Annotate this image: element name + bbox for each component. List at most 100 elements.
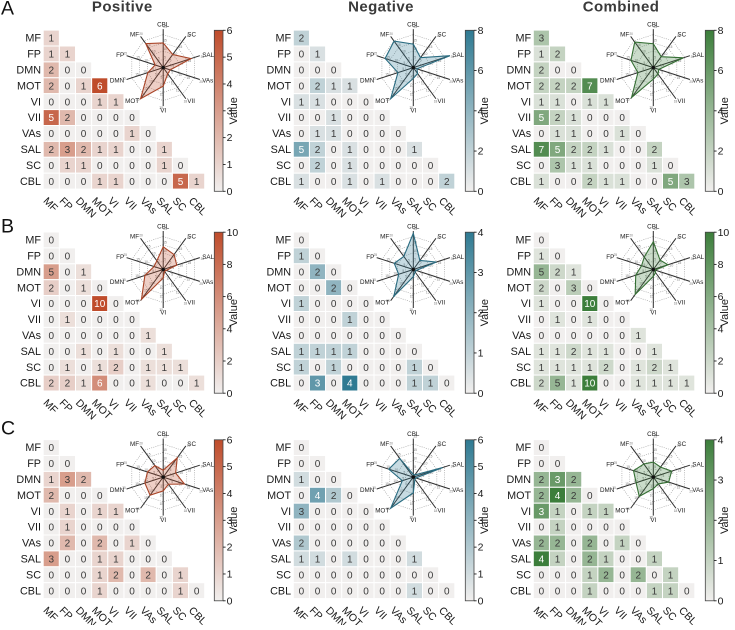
- svg-text:15: 15: [438, 59, 442, 63]
- svg-text:VAs: VAs: [452, 487, 463, 494]
- svg-text:1: 1: [81, 161, 87, 172]
- svg-text:35: 35: [650, 106, 654, 110]
- svg-text:21: 21: [187, 444, 191, 448]
- svg-text:0: 0: [571, 554, 577, 565]
- svg-text:0: 0: [395, 145, 401, 156]
- svg-text:15: 15: [394, 496, 398, 500]
- svg-text:10: 10: [429, 483, 433, 487]
- svg-text:15: 15: [160, 93, 164, 97]
- svg-text:VAs: VAs: [22, 128, 42, 140]
- svg-text:0: 0: [315, 586, 321, 597]
- svg-text:CBL: CBL: [510, 176, 531, 188]
- svg-text:0: 0: [315, 113, 321, 124]
- svg-text:2: 2: [571, 491, 577, 502]
- svg-text:5: 5: [645, 482, 647, 486]
- svg-text:35: 35: [410, 106, 414, 110]
- svg-text:Value: Value: [719, 507, 731, 534]
- svg-text:0: 0: [395, 570, 401, 581]
- svg-text:2: 2: [478, 146, 484, 158]
- svg-text:0: 0: [347, 97, 353, 108]
- svg-text:1: 1: [652, 586, 658, 597]
- svg-text:10: 10: [653, 249, 657, 253]
- svg-text:2: 2: [539, 539, 545, 550]
- svg-text:VII: VII: [187, 300, 195, 307]
- svg-text:5: 5: [167, 484, 169, 488]
- svg-text:2: 2: [587, 177, 593, 188]
- svg-text:1: 1: [555, 554, 561, 565]
- svg-text:10: 10: [144, 468, 148, 472]
- svg-text:10: 10: [180, 471, 184, 475]
- svg-text:0: 0: [162, 379, 168, 390]
- svg-text:5: 5: [414, 258, 416, 262]
- svg-text:5: 5: [408, 466, 410, 470]
- svg-text:21: 21: [677, 236, 681, 240]
- svg-text:1: 1: [347, 347, 353, 358]
- svg-text:18: 18: [434, 509, 438, 513]
- svg-text:5: 5: [657, 277, 659, 281]
- svg-text:10: 10: [143, 70, 147, 74]
- svg-text:10: 10: [227, 227, 239, 239]
- svg-text:1: 1: [603, 177, 609, 188]
- svg-text:1: 1: [145, 363, 151, 374]
- svg-text:2: 2: [81, 475, 87, 486]
- svg-text:35: 35: [372, 76, 376, 80]
- svg-text:1: 1: [571, 113, 577, 124]
- svg-text:10: 10: [661, 491, 665, 495]
- svg-text:1: 1: [347, 177, 353, 188]
- svg-text:VAs: VAs: [452, 77, 463, 84]
- svg-text:SAL: SAL: [21, 346, 41, 358]
- svg-text:25: 25: [689, 282, 693, 286]
- svg-text:0: 0: [81, 539, 87, 550]
- svg-text:15: 15: [626, 56, 630, 60]
- svg-text:DMN: DMN: [16, 266, 41, 278]
- svg-text:0: 0: [428, 586, 434, 597]
- svg-text:10: 10: [413, 249, 417, 253]
- svg-text:1: 1: [587, 347, 593, 358]
- svg-text:10: 10: [171, 491, 175, 495]
- svg-text:10: 10: [661, 82, 665, 86]
- svg-text:5: 5: [48, 267, 54, 278]
- svg-text:0: 0: [81, 523, 87, 534]
- svg-text:SC: SC: [516, 569, 531, 581]
- svg-text:1: 1: [65, 50, 71, 61]
- svg-text:1: 1: [539, 97, 545, 108]
- svg-text:34: 34: [201, 55, 205, 59]
- svg-text:10: 10: [650, 286, 654, 290]
- svg-text:0: 0: [635, 145, 641, 156]
- svg-text:0: 0: [619, 315, 625, 326]
- svg-text:VI: VI: [281, 96, 291, 108]
- svg-text:15: 15: [160, 502, 164, 506]
- svg-text:5: 5: [651, 485, 653, 489]
- svg-text:0: 0: [571, 97, 577, 108]
- svg-text:10: 10: [410, 286, 414, 290]
- svg-text:0: 0: [347, 570, 353, 581]
- svg-text:FP: FP: [606, 461, 614, 468]
- svg-text:0: 0: [65, 81, 71, 92]
- svg-text:5: 5: [654, 258, 656, 262]
- svg-text:5: 5: [662, 266, 664, 270]
- svg-text:21: 21: [437, 444, 441, 448]
- svg-text:1: 1: [635, 331, 641, 342]
- svg-text:10: 10: [664, 52, 668, 56]
- svg-text:VAs: VAs: [512, 128, 532, 140]
- svg-text:0: 0: [412, 347, 418, 358]
- svg-text:MF: MF: [130, 31, 139, 38]
- svg-text:SC: SC: [516, 160, 531, 172]
- svg-text:0: 0: [97, 523, 103, 534]
- svg-text:15: 15: [650, 502, 654, 506]
- svg-text:21: 21: [677, 34, 681, 38]
- svg-text:1: 1: [65, 507, 71, 518]
- svg-text:0: 0: [129, 113, 135, 124]
- svg-text:VAs: VAs: [202, 77, 213, 84]
- svg-text:10: 10: [399, 80, 403, 84]
- svg-text:2: 2: [444, 177, 450, 188]
- svg-text:2: 2: [478, 307, 484, 319]
- svg-text:5: 5: [155, 275, 157, 279]
- svg-text:1: 1: [315, 97, 321, 108]
- svg-text:6: 6: [227, 25, 233, 37]
- svg-text:1: 1: [379, 177, 385, 188]
- svg-text:15: 15: [397, 245, 401, 249]
- svg-text:0: 0: [331, 145, 337, 156]
- svg-text:1: 1: [97, 570, 103, 581]
- svg-text:15: 15: [669, 45, 673, 49]
